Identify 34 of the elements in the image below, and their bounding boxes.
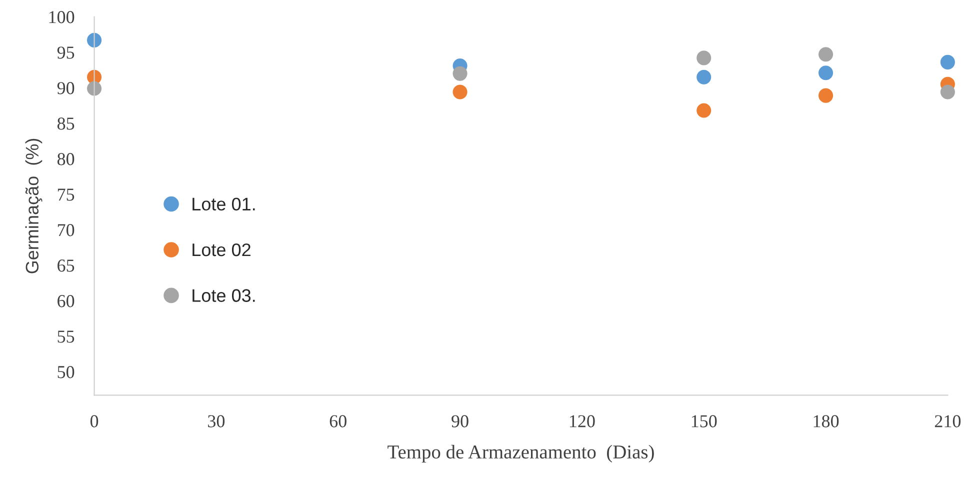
y-tick-label: 95	[57, 46, 74, 59]
x-tick-label: 210	[934, 415, 961, 428]
y-tick-label: 50	[58, 366, 74, 378]
y-tick-label: 60	[58, 295, 74, 308]
x-tick-label: 30	[208, 415, 225, 428]
legend-label: Lote 03.	[192, 289, 255, 302]
x-tick-label: 90	[452, 415, 468, 428]
point	[818, 88, 834, 103]
x-tick-label: 60	[330, 415, 346, 428]
y-tick-label: 65	[58, 260, 74, 272]
point	[696, 70, 712, 84]
y-tick-label: 85	[57, 118, 74, 130]
point	[452, 84, 468, 100]
x-tick-label: 180	[814, 415, 839, 428]
y-tick-label: 55	[58, 330, 74, 343]
point	[696, 103, 712, 118]
y-axis-title: Germinação (%)	[25, 138, 42, 274]
point	[818, 47, 834, 62]
y-tick-label: 100	[49, 11, 74, 24]
legend-label: Lote 01.	[192, 198, 255, 211]
y-tick-label: 90	[57, 82, 74, 94]
x-tick-label: 120	[570, 415, 595, 428]
y-tick-label: 75	[58, 188, 74, 201]
point	[452, 66, 468, 81]
y-tick-label: 70	[58, 224, 74, 236]
point	[940, 84, 955, 100]
point	[696, 50, 712, 66]
legend-label: Lote 02	[192, 243, 250, 256]
point	[818, 66, 834, 80]
x-axis-title: Tempo de Armazenamento (Dias)	[388, 444, 654, 463]
y-tick-label: 80	[57, 153, 74, 166]
point	[940, 54, 955, 70]
x-tick-label: 0	[90, 415, 98, 428]
x-tick-label: 150	[692, 415, 717, 428]
